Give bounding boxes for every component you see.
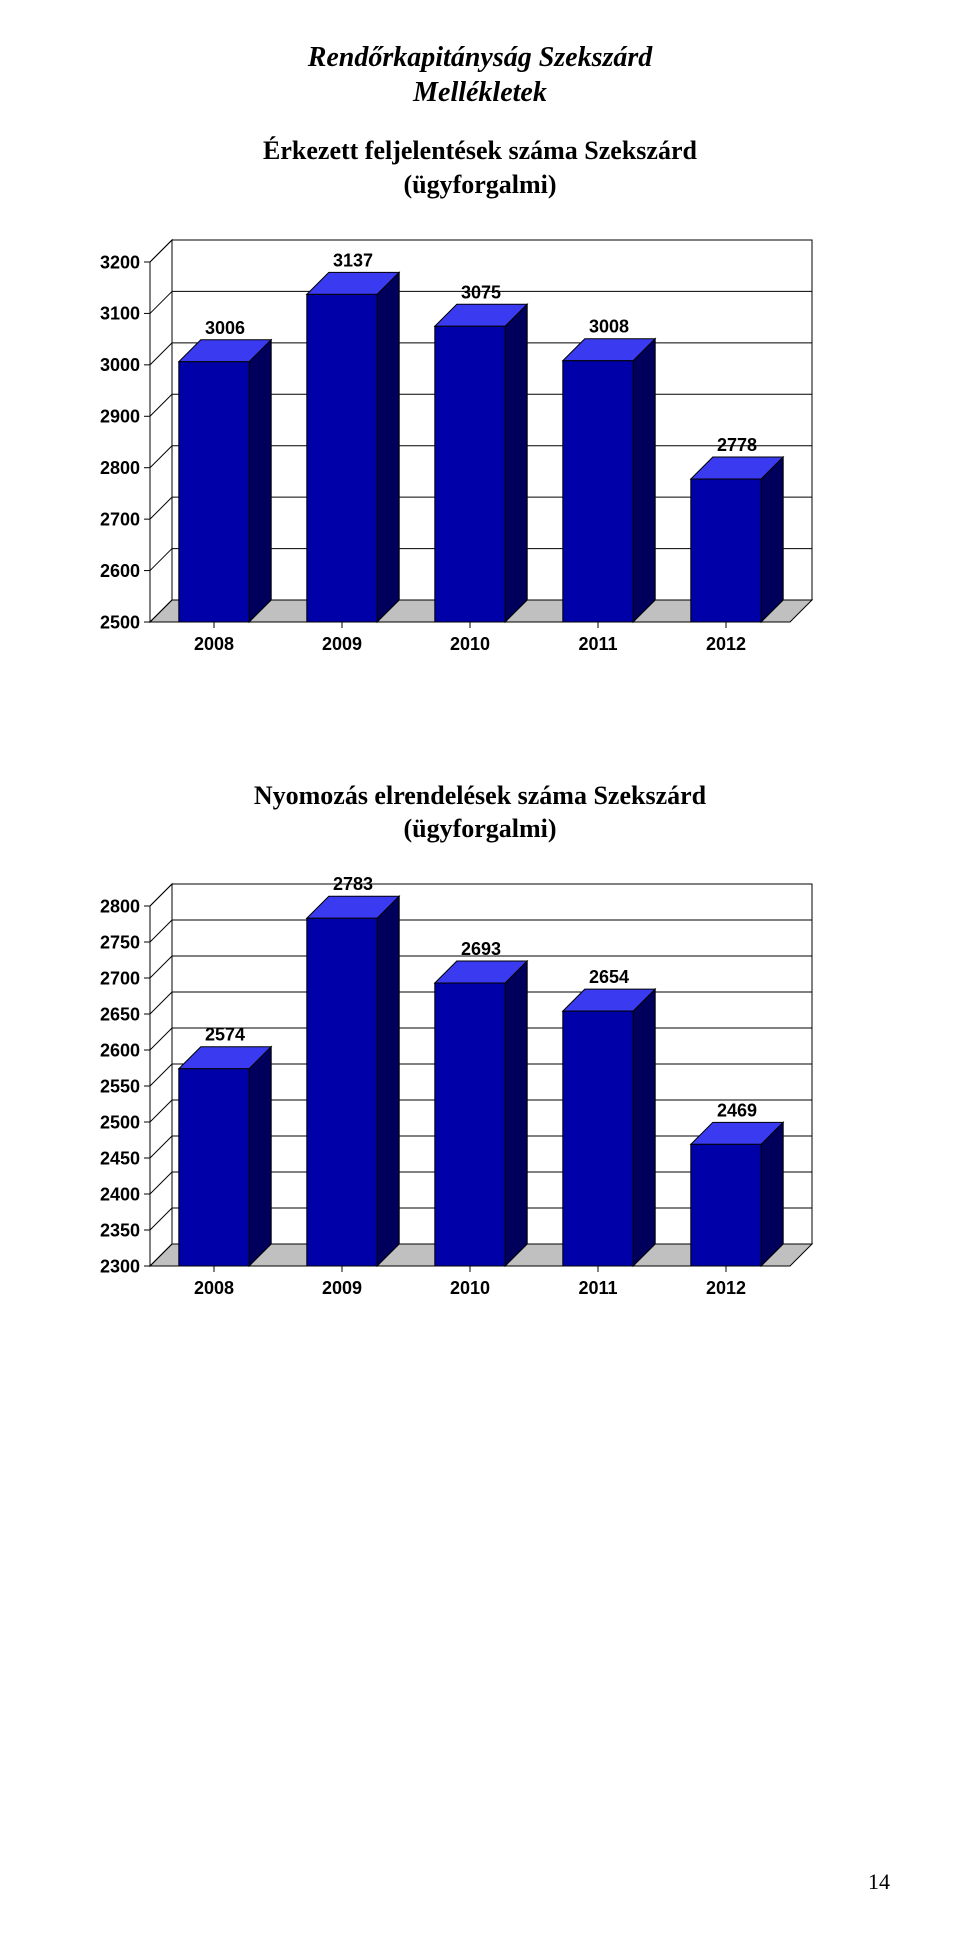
y-tick-label: 2300 (100, 1256, 140, 1276)
x-category-label: 2010 (450, 1278, 490, 1298)
bar-front (307, 294, 377, 622)
y-tick-label: 2550 (100, 1076, 140, 1096)
bar-value-label: 2654 (589, 967, 629, 987)
bar-value-label: 3075 (461, 282, 501, 302)
y-tick-label: 2600 (100, 560, 140, 580)
bar-side (505, 961, 527, 1266)
y-tick-label: 3200 (100, 252, 140, 272)
page-heading: Rendőrkapitányság Szekszárd Mellékletek (70, 40, 890, 110)
bar-front (179, 1069, 249, 1266)
bar-side (761, 457, 783, 622)
bar-value-label: 2693 (461, 939, 501, 959)
chart2-title-line1: Nyomozás elrendelések száma Szekszárd (254, 781, 706, 810)
y-tick-label: 2700 (100, 968, 140, 988)
chart2-container: 2300 2350 2400 2450 2500 2550 2600 2650 2700 2750… (70, 866, 890, 1343)
page-number: 14 (868, 1869, 890, 1895)
bar-front (563, 360, 633, 621)
bar-side (377, 896, 399, 1266)
chart-left-wall (150, 240, 172, 622)
bar-value-label: 3008 (589, 316, 629, 336)
chart1-title-line2: (ügyforgalmi) (403, 170, 556, 199)
bar-side (377, 272, 399, 622)
chart1-title: Érkezett feljelentések száma Szekszárd (… (70, 134, 890, 202)
heading-line-1: Rendőrkapitányság Szekszárd (308, 42, 653, 73)
bar-value-label: 2469 (717, 1101, 757, 1121)
y-tick-label: 2750 (100, 932, 140, 952)
y-tick-label: 2450 (100, 1148, 140, 1168)
chart2-title: Nyomozás elrendelések száma Szekszárd (ü… (70, 779, 890, 847)
x-category-label: 2010 (450, 634, 490, 654)
x-category-label: 2011 (578, 634, 617, 654)
document-page: Rendőrkapitányság Szekszárd Mellékletek … (0, 0, 960, 1935)
bar-front (691, 479, 761, 622)
y-tick-label: 2400 (100, 1184, 140, 1204)
bar-side (505, 304, 527, 622)
bar-front (691, 1145, 761, 1267)
y-tick-label: 2500 (100, 1112, 140, 1132)
bar-side (249, 339, 271, 621)
bar-value-label: 2783 (333, 874, 373, 894)
chart1-container: 2500 2600 2700 2800 2900 3000 3100 3200 3006 2008… (70, 222, 890, 699)
bar-side (249, 1047, 271, 1266)
x-category-label: 2009 (322, 1278, 362, 1298)
bar-value-label: 3006 (205, 317, 245, 337)
bar-side (633, 989, 655, 1266)
bar-side (761, 1123, 783, 1267)
y-tick-label: 3100 (100, 303, 140, 323)
bar-front (435, 326, 505, 622)
x-category-label: 2009 (322, 634, 362, 654)
x-category-label: 2011 (578, 1278, 617, 1298)
y-tick-label: 2800 (100, 458, 140, 478)
bar-value-label: 2778 (717, 435, 757, 455)
bar-front (307, 918, 377, 1266)
bar-front (435, 983, 505, 1266)
x-category-label: 2008 (194, 634, 234, 654)
heading-line-2: Mellékletek (413, 77, 547, 108)
chart2-svg: 2300 2350 2400 2450 2500 2550 2600 2650 2700 2750… (70, 866, 832, 1338)
bar-front (179, 361, 249, 621)
x-category-label: 2008 (194, 1278, 234, 1298)
y-tick-label: 2600 (100, 1040, 140, 1060)
chart2-title-line2: (ügyforgalmi) (403, 814, 556, 843)
y-tick-label: 2500 (100, 612, 140, 632)
y-tick-label: 3000 (100, 355, 140, 375)
x-category-label: 2012 (706, 1278, 746, 1298)
y-tick-label: 2700 (100, 509, 140, 529)
bar-front (563, 1011, 633, 1266)
y-tick-label: 2900 (100, 406, 140, 426)
y-tick-label: 2800 (100, 896, 140, 916)
x-category-label: 2012 (706, 634, 746, 654)
chart1-svg: 2500 2600 2700 2800 2900 3000 3100 3200 3006 2008… (70, 222, 832, 694)
y-tick-label: 2350 (100, 1220, 140, 1240)
bar-value-label: 2574 (205, 1025, 245, 1045)
chart1-title-line1: Érkezett feljelentések száma Szekszárd (263, 136, 697, 165)
bar-side (633, 338, 655, 621)
bar-value-label: 3137 (333, 250, 373, 270)
y-tick-label: 2650 (100, 1004, 140, 1024)
